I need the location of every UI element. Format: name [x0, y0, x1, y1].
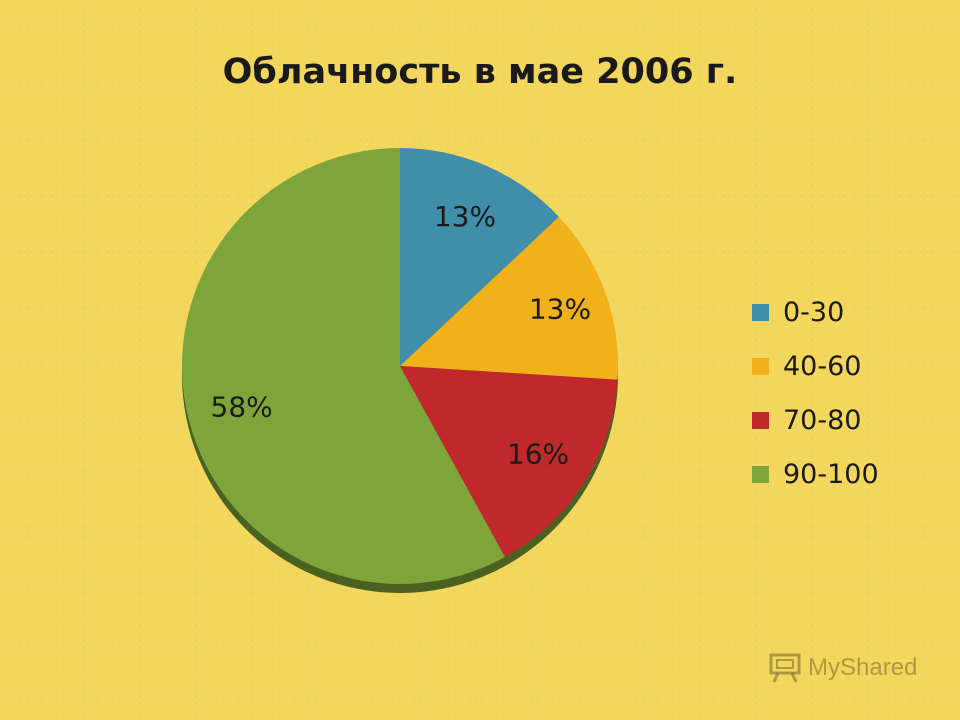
pie-slice-40-60 — [400, 216, 618, 380]
legend-swatch — [752, 303, 769, 321]
legend-label: 90-100 — [783, 458, 879, 490]
legend-swatch — [752, 357, 769, 375]
pie-slices — [181, 148, 618, 584]
legend-label: 70-80 — [783, 404, 862, 436]
watermark-logo: MyShared — [768, 652, 917, 684]
pie-data-label: 16% — [507, 438, 569, 471]
presentation-board-icon — [769, 653, 801, 683]
legend-label: 0-30 — [783, 296, 845, 328]
pie-slice-0-30 — [400, 148, 559, 366]
chart-title: Облачность в мае 2006 г. — [222, 52, 738, 92]
legend-item: 40-60 — [752, 339, 879, 393]
legend-item: 0-30 — [752, 285, 879, 339]
pie-data-label: 13% — [529, 292, 591, 325]
legend-item: 70-80 — [752, 393, 879, 447]
pie-data-label: 13% — [434, 200, 496, 233]
watermark-text: MyShared — [808, 654, 918, 681]
pie-slice-70-80 — [400, 366, 618, 558]
legend: 0-30 40-60 70-80 90-100 — [752, 285, 879, 501]
pie-slice-90-100 — [181, 148, 506, 584]
legend-label: 40-60 — [783, 350, 862, 382]
legend-swatch — [752, 465, 769, 483]
legend-item: 90-100 — [752, 447, 879, 501]
legend-swatch — [752, 411, 769, 429]
pie-labels: 13% 13% 16% 58% — [211, 200, 592, 471]
pie-data-label: 58% — [211, 391, 273, 424]
